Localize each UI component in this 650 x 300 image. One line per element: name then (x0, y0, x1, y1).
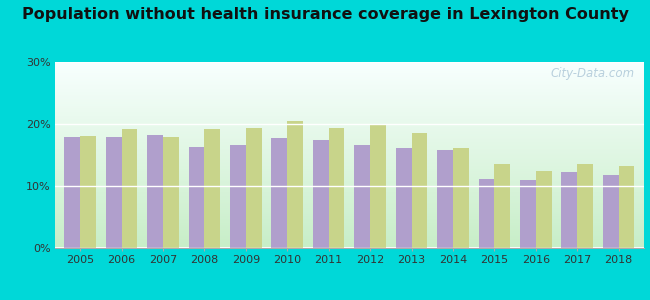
Bar (230, 145, 246, 248)
Bar (520, 180, 536, 248)
Bar (562, 172, 577, 247)
Bar (80, 136, 96, 248)
Bar (396, 148, 411, 248)
Bar (437, 149, 453, 248)
Bar (188, 147, 204, 248)
Bar (354, 145, 370, 248)
Bar (147, 135, 163, 248)
Bar (246, 128, 261, 248)
Text: City-Data.com: City-Data.com (551, 67, 634, 80)
Bar (106, 136, 122, 248)
Bar (122, 129, 137, 248)
Bar (411, 133, 427, 248)
Bar (313, 140, 329, 248)
Bar (163, 136, 179, 248)
Bar (577, 164, 593, 248)
Bar (603, 175, 619, 247)
Bar (272, 138, 287, 248)
Bar (64, 137, 80, 247)
Bar (204, 129, 220, 248)
Bar (453, 148, 469, 248)
Bar (495, 164, 510, 248)
Bar (370, 125, 386, 248)
Text: Population without health insurance coverage in Lexington County: Population without health insurance cove… (21, 8, 629, 22)
Bar (287, 121, 303, 248)
Bar (478, 179, 495, 247)
Bar (536, 171, 552, 248)
Bar (329, 128, 344, 248)
Bar (619, 166, 634, 248)
